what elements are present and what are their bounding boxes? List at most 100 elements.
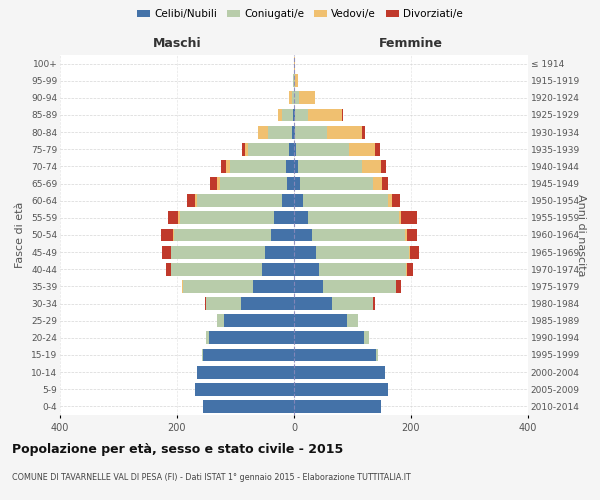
- Text: Popolazione per età, sesso e stato civile - 2015: Popolazione per età, sesso e stato civil…: [12, 442, 343, 456]
- Bar: [195, 194, 197, 207]
- Bar: [258, 126, 268, 138]
- Bar: [217, 314, 224, 327]
- Bar: [194, 383, 294, 396]
- Bar: [407, 228, 418, 241]
- Bar: [294, 126, 295, 138]
- Bar: [173, 228, 174, 241]
- Bar: [304, 194, 388, 207]
- Bar: [294, 212, 308, 224]
- Text: Maschi: Maschi: [152, 37, 202, 50]
- Bar: [392, 194, 400, 207]
- Bar: [294, 366, 385, 378]
- Bar: [220, 177, 287, 190]
- Bar: [178, 212, 180, 224]
- Bar: [380, 160, 386, 173]
- Bar: [289, 92, 292, 104]
- Bar: [224, 314, 294, 327]
- Bar: [294, 108, 295, 122]
- Bar: [167, 212, 178, 224]
- Bar: [410, 246, 419, 258]
- Bar: [349, 143, 376, 156]
- Bar: [217, 177, 220, 190]
- Bar: [362, 160, 380, 173]
- Bar: [294, 280, 323, 293]
- Bar: [299, 92, 315, 104]
- Bar: [298, 160, 362, 173]
- Bar: [376, 348, 377, 362]
- Bar: [319, 263, 406, 276]
- Bar: [202, 348, 203, 362]
- Bar: [171, 246, 265, 258]
- Bar: [293, 108, 294, 122]
- Bar: [316, 246, 409, 258]
- Bar: [268, 126, 292, 138]
- Bar: [197, 194, 283, 207]
- Bar: [242, 143, 245, 156]
- Bar: [294, 92, 299, 104]
- Bar: [289, 143, 294, 156]
- Bar: [203, 400, 294, 413]
- Bar: [283, 194, 294, 207]
- Bar: [294, 348, 376, 362]
- Bar: [295, 74, 298, 87]
- Bar: [294, 314, 347, 327]
- Bar: [163, 246, 170, 258]
- Bar: [265, 246, 294, 258]
- Bar: [362, 126, 365, 138]
- Bar: [248, 143, 289, 156]
- Bar: [294, 143, 296, 156]
- Bar: [296, 143, 349, 156]
- Bar: [271, 228, 294, 241]
- Bar: [294, 74, 295, 87]
- Bar: [294, 297, 332, 310]
- Bar: [397, 280, 401, 293]
- Bar: [300, 177, 373, 190]
- Bar: [295, 108, 308, 122]
- Bar: [373, 297, 376, 310]
- Bar: [382, 177, 388, 190]
- Bar: [180, 212, 274, 224]
- Bar: [274, 212, 294, 224]
- Bar: [328, 126, 362, 138]
- Bar: [401, 212, 418, 224]
- Y-axis label: Fasce di età: Fasce di età: [16, 202, 25, 268]
- Bar: [294, 194, 304, 207]
- Bar: [332, 297, 373, 310]
- Bar: [230, 160, 286, 173]
- Bar: [187, 194, 195, 207]
- Bar: [364, 332, 369, 344]
- Bar: [166, 263, 171, 276]
- Bar: [294, 400, 380, 413]
- Bar: [388, 194, 392, 207]
- Bar: [294, 332, 364, 344]
- Bar: [294, 263, 319, 276]
- Bar: [342, 108, 343, 122]
- Bar: [376, 143, 380, 156]
- Text: COMUNE DI TAVARNELLE VAL DI PESA (FI) - Dati ISTAT 1° gennaio 2015 - Elaborazion: COMUNE DI TAVARNELLE VAL DI PESA (FI) - …: [12, 472, 411, 482]
- Bar: [409, 246, 410, 258]
- Bar: [399, 212, 401, 224]
- Bar: [226, 160, 230, 173]
- Bar: [407, 263, 413, 276]
- Bar: [171, 263, 262, 276]
- Bar: [294, 228, 311, 241]
- Bar: [221, 160, 226, 173]
- Bar: [206, 332, 209, 344]
- Bar: [205, 297, 206, 310]
- Bar: [294, 177, 300, 190]
- Bar: [253, 280, 294, 293]
- Bar: [209, 332, 294, 344]
- Bar: [294, 383, 388, 396]
- Y-axis label: Anni di nascita: Anni di nascita: [575, 194, 586, 276]
- Bar: [405, 228, 407, 241]
- Bar: [245, 143, 248, 156]
- Bar: [308, 212, 399, 224]
- Bar: [294, 246, 316, 258]
- Text: Femmine: Femmine: [379, 37, 443, 50]
- Bar: [278, 108, 283, 122]
- Bar: [161, 228, 173, 241]
- Bar: [262, 263, 294, 276]
- Bar: [295, 126, 328, 138]
- Bar: [292, 92, 294, 104]
- Bar: [294, 160, 298, 173]
